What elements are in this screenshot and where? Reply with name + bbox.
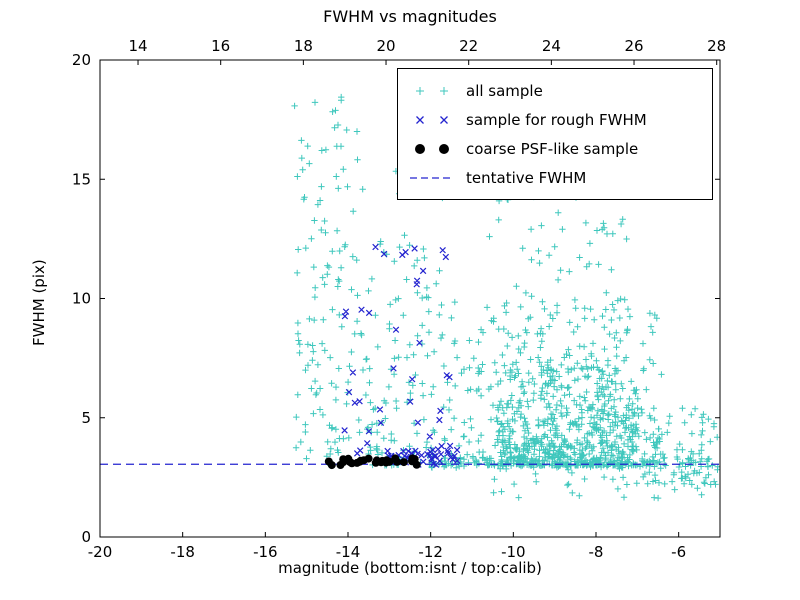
legend-item-1: sample for rough FWHM [406, 105, 704, 134]
top-tick-label: 20 [376, 37, 395, 55]
y-tick-label: 15 [72, 170, 91, 188]
chart-title: FWHM vs magnitudes [323, 7, 497, 26]
y-tick-label: 0 [81, 528, 91, 546]
legend-label: coarse PSF-like sample [466, 139, 639, 158]
x-tick-label: -10 [501, 543, 526, 561]
legend-item-3: tentative FWHM [406, 163, 704, 192]
legend-item-0: all sample [406, 76, 704, 105]
top-tick-label: 28 [707, 37, 726, 55]
x-tick-label: -18 [170, 543, 195, 561]
legend-label: sample for rough FWHM [466, 110, 647, 129]
series-dot [324, 454, 421, 470]
x-tick-label: -12 [418, 543, 443, 561]
x-axis-label: magnitude (bottom:isnt / top:calib) [278, 559, 542, 577]
x-tick-label: -14 [336, 543, 361, 561]
legend-label: all sample [466, 81, 543, 100]
y-tick-label: 20 [72, 51, 91, 69]
legend-marker-dot-icon [415, 143, 449, 154]
axes-frame [99, 59, 721, 538]
top-tick-label: 22 [459, 37, 478, 55]
top-tick-label: 24 [542, 37, 561, 55]
top-tick-label: 26 [624, 37, 643, 55]
y-tick-label: 10 [72, 290, 91, 308]
legend-item-2: coarse PSF-like sample [406, 134, 704, 163]
top-tick-label: 18 [294, 37, 313, 55]
legend-marker-plus-icon [416, 86, 448, 95]
top-tick-label: 14 [128, 37, 147, 55]
legend-label: tentative FWHM [466, 168, 587, 187]
x-tick-label: -8 [589, 543, 604, 561]
top-tick-label: 16 [211, 37, 230, 55]
legend: all sample sample for rough FWHM coarse PS… [397, 68, 713, 200]
x-tick-label: -6 [671, 543, 686, 561]
y-tick-label: 5 [81, 409, 91, 427]
x-tick-label: -20 [88, 543, 113, 561]
x-tick-label: -16 [253, 543, 278, 561]
y-axis-label: FWHM (pix) [30, 259, 48, 346]
legend-marker-dashed-line-icon [410, 176, 454, 179]
legend-marker-x-icon [416, 115, 448, 124]
